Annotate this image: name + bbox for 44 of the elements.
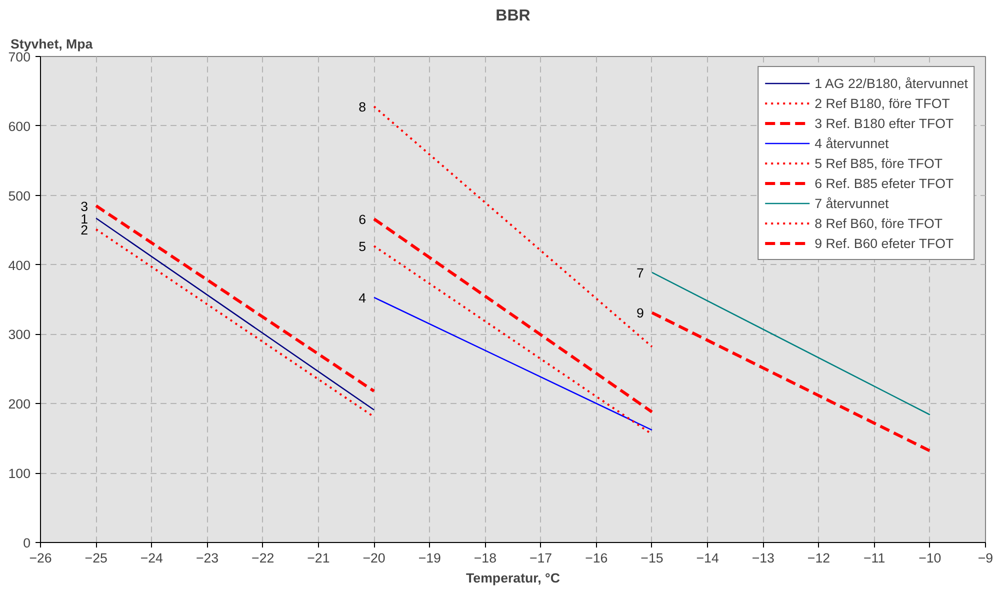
x-axis-title: Temperatur, °C [466, 570, 560, 586]
y-tick-label: 100 [8, 466, 31, 482]
x-tick-label: −12 [807, 550, 830, 566]
x-tick-label: −26 [29, 550, 52, 566]
legend-label: 9 Ref. B60 efeter TFOT [814, 236, 954, 250]
legend-label: 7 återvunnet [814, 196, 889, 210]
x-tick-label: −20 [362, 550, 386, 566]
annotation: 7 [636, 265, 644, 280]
x-tick-label: −13 [752, 550, 774, 566]
annotation: 9 [636, 306, 644, 321]
y-axis-title: Styvhet, Mpa [10, 36, 94, 52]
y-tick-label: 400 [8, 258, 31, 273]
annotation: 3 [80, 198, 88, 214]
y-tick-label: 300 [8, 327, 31, 342]
x-tick-label: −15 [640, 550, 664, 566]
x-tick-label: −19 [418, 550, 441, 566]
x-tick-label: −16 [585, 550, 608, 566]
y-tick-label: 500 [8, 188, 31, 204]
x-tick-label: −10 [918, 550, 942, 566]
legend-label: 6 Ref. B85 efeter TFOT [814, 176, 954, 190]
annotation: 5 [358, 239, 366, 254]
x-tick-label: −17 [529, 550, 552, 566]
x-tick-label: −18 [474, 550, 497, 566]
x-tick-label: −22 [252, 550, 274, 566]
y-tick-label: 0 [23, 536, 31, 550]
x-tick-label: −24 [140, 550, 164, 566]
legend-label: 3 Ref. B180 efter TFOT [814, 116, 954, 130]
legend-label: 1 AG 22/B180, återvunnet [814, 76, 968, 90]
annotation: 4 [358, 290, 367, 306]
x-tick-label: −9 [978, 550, 994, 566]
x-tick-label: −23 [196, 550, 219, 566]
legend-label: 4 återvunnet [814, 136, 889, 150]
annotation: 6 [358, 212, 366, 227]
x-tick-label: −25 [84, 550, 108, 566]
chart-title: BBR [496, 8, 531, 24]
y-tick-label: 600 [8, 118, 31, 134]
legend-label: 2 Ref B180, före TFOT [814, 96, 950, 110]
annotation: 8 [358, 99, 366, 114]
x-tick-label: −21 [307, 550, 330, 566]
x-tick-label: −14 [696, 550, 720, 566]
x-tick-label: −11 [864, 550, 886, 566]
legend-label: 5 Ref B85, före TFOT [814, 156, 943, 170]
legend-label: 8 Ref B60, före TFOT [814, 216, 943, 230]
y-tick-label: 200 [8, 396, 31, 412]
